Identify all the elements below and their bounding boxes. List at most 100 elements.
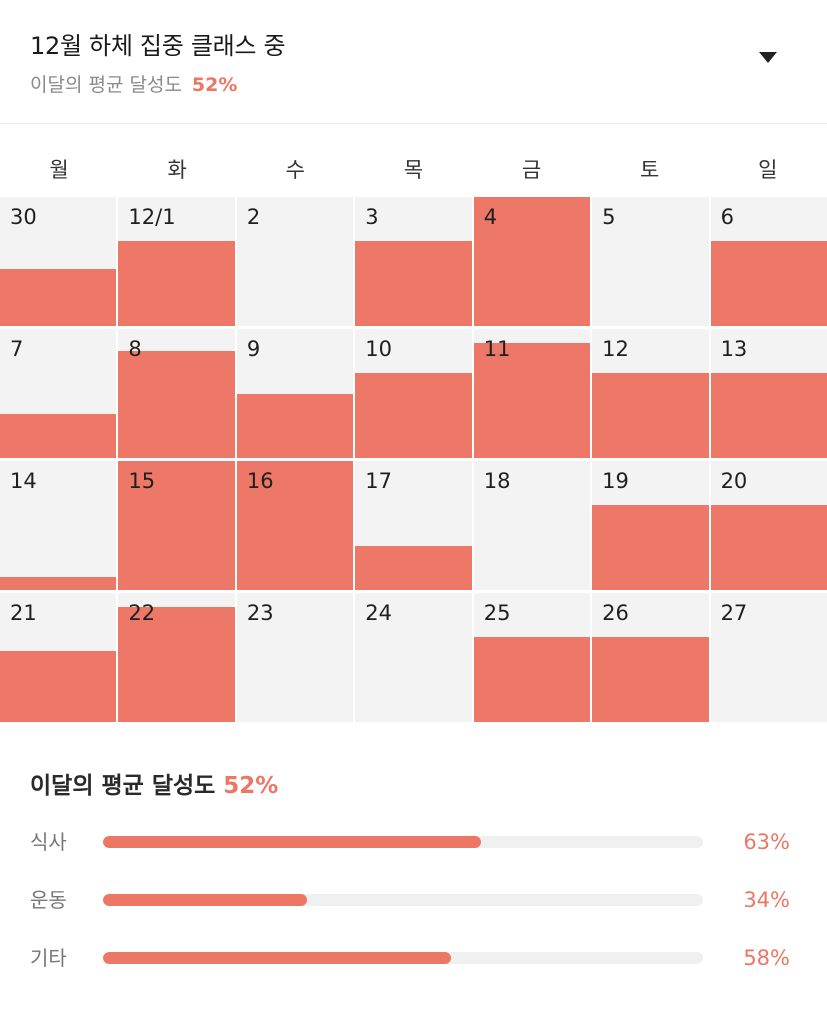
header: 12월 하체 집중 클래스 중 이달의 평균 달성도 52% <box>0 0 827 124</box>
progress-track <box>103 952 703 964</box>
day-number: 30 <box>10 205 37 229</box>
calendar-day-cell[interactable]: 27 <box>710 593 827 722</box>
weekday-mon: 월 <box>49 158 69 182</box>
day-number: 22 <box>128 601 156 625</box>
day-number: 10 <box>365 337 393 361</box>
weekday-fri: 금 <box>521 158 542 182</box>
day-achievement-fill <box>710 372 827 458</box>
day-number: 17 <box>365 469 393 493</box>
stat-label: 식사 <box>30 830 67 854</box>
month-dropdown-button[interactable] <box>755 44 781 70</box>
day-number: 12/1 <box>128 205 176 229</box>
day-number: 13 <box>720 337 748 361</box>
page-title: 12월 하체 집중 클래스 중 <box>30 32 286 60</box>
stat-row-meal: 식사 63% <box>30 827 800 857</box>
day-number: 24 <box>365 601 393 625</box>
calendar-day-cell[interactable]: 12/1 <box>118 197 235 326</box>
day-achievement-fill <box>592 504 709 590</box>
progress-track <box>103 894 703 906</box>
day-achievement-fill <box>236 461 354 590</box>
day-achievement-fill <box>0 577 117 590</box>
calendar-day-cell[interactable]: 15 <box>118 461 235 590</box>
weekday-tue: 화 <box>167 158 187 182</box>
progress-bar <box>103 836 481 848</box>
calendar-day-cell[interactable]: 21 <box>0 593 117 722</box>
calendar-day-cell[interactable]: 19 <box>592 461 709 590</box>
progress-bar <box>103 894 307 906</box>
day-achievement-fill <box>592 372 709 458</box>
day-number: 8 <box>128 337 142 361</box>
calendar-day-cell[interactable]: 14 <box>0 461 117 590</box>
day-achievement-fill <box>473 197 591 326</box>
calendar-day-cell[interactable]: 13 <box>710 329 827 458</box>
day-number: 14 <box>10 469 37 493</box>
weekday-thu: 목 <box>403 158 424 182</box>
calendar-day-cell[interactable]: 3 <box>355 197 472 326</box>
day-number: 6 <box>720 205 734 229</box>
day-achievement-fill <box>118 240 235 326</box>
weekday-wed: 수 <box>285 158 305 182</box>
day-achievement-fill <box>0 651 117 722</box>
stat-label: 기타 <box>30 946 67 970</box>
calendar-day-cell[interactable]: 4 <box>473 197 591 326</box>
calendar-day-cell[interactable]: 2 <box>236 197 354 326</box>
day-number: 4 <box>483 205 498 229</box>
day-number: 3 <box>365 205 379 229</box>
calendar-day-cell[interactable]: 20 <box>710 461 827 590</box>
progress-track <box>103 836 703 848</box>
day-number: 19 <box>602 469 629 493</box>
calendar-day-cell[interactable]: 24 <box>355 593 472 722</box>
calendar-day-cell[interactable]: 11 <box>473 329 591 458</box>
calendar-day-cell[interactable]: 8 <box>118 329 235 458</box>
day-number: 15 <box>128 469 156 493</box>
calendar-day-cell[interactable]: 7 <box>0 329 117 458</box>
day-achievement-fill <box>710 504 827 590</box>
calendar-day-cell[interactable]: 18 <box>473 461 591 590</box>
day-number: 18 <box>483 469 511 493</box>
chevron-down-icon <box>759 51 777 63</box>
calendar-day-cell[interactable]: 23 <box>236 593 354 722</box>
calendar-day-cell[interactable]: 9 <box>236 329 354 458</box>
day-number: 2 <box>246 205 261 229</box>
calendar-day-cell[interactable]: 17 <box>355 461 472 590</box>
stat-value: 58% <box>743 946 790 970</box>
day-achievement-fill <box>118 607 235 722</box>
calendar-day-cell[interactable]: 12 <box>592 329 709 458</box>
day-achievement-fill <box>473 636 591 722</box>
subtitle-percent: 52% <box>191 74 238 96</box>
subtitle-label: 이달의 평균 달성도 <box>30 74 182 96</box>
calendar-day-cell[interactable]: 26 <box>592 593 709 722</box>
day-achievement-fill <box>355 546 472 590</box>
monthly-average-subtitle: 이달의 평균 달성도 52% <box>30 70 237 97</box>
calendar-day-cell[interactable]: 25 <box>473 593 591 722</box>
weekday-header: 월 화 수 목 금 토 일 <box>0 150 827 190</box>
day-achievement-fill <box>355 240 472 326</box>
day-achievement-fill <box>236 393 354 458</box>
stat-value: 63% <box>743 830 790 854</box>
progress-bar <box>103 952 451 964</box>
weekday-sat: 토 <box>640 158 660 182</box>
day-number: 25 <box>483 601 511 625</box>
day-number: 9 <box>246 337 261 361</box>
day-achievement-fill <box>473 343 591 458</box>
calendar-day-cell[interactable]: 10 <box>355 329 472 458</box>
calendar-day-cell[interactable]: 16 <box>236 461 354 590</box>
day-number: 7 <box>10 337 24 361</box>
stat-row-other: 기타 58% <box>30 943 800 973</box>
day-number: 23 <box>246 601 274 625</box>
day-achievement-fill <box>592 636 709 722</box>
day-number: 27 <box>720 601 748 625</box>
day-achievement-fill <box>0 414 117 458</box>
calendar-grid: 30 12/1 2 3 4 5 6 7 8 9 10 11 12 13 14 15 16 17 18 19 20 21 22… <box>0 197 827 722</box>
summary-percent: 52% <box>223 773 279 799</box>
day-number: 20 <box>720 469 748 493</box>
calendar-day-cell[interactable]: 30 <box>0 197 117 326</box>
calendar-day-cell[interactable]: 22 <box>118 593 235 722</box>
calendar-day-cell[interactable]: 6 <box>710 197 827 326</box>
stat-value: 34% <box>743 888 790 912</box>
day-number: 12 <box>602 337 629 361</box>
calendar-day-cell[interactable]: 5 <box>592 197 709 326</box>
stat-row-exercise: 운동 34% <box>30 885 800 915</box>
day-achievement-fill <box>710 240 827 326</box>
weekday-sun: 일 <box>758 158 778 182</box>
